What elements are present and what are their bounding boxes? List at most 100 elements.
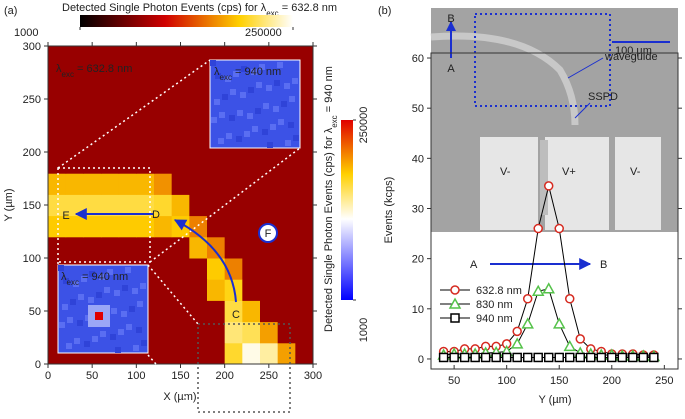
heat-cell xyxy=(207,300,226,323)
heat-cell xyxy=(242,258,261,280)
heat-cell xyxy=(260,152,279,174)
image-label: A xyxy=(470,259,478,271)
heat-cell xyxy=(224,236,243,259)
marker xyxy=(586,352,596,363)
heat-cell xyxy=(154,194,173,217)
inset-spot xyxy=(95,312,103,320)
heat-cell xyxy=(118,215,137,238)
inset-pixel xyxy=(270,124,276,130)
inset-pixel xyxy=(99,274,105,280)
heat-cell xyxy=(207,152,226,174)
inset-pixel xyxy=(273,106,279,112)
y-axis-label: Y (µm) xyxy=(3,188,15,221)
heat-cell xyxy=(154,130,173,153)
heat-cell xyxy=(207,236,226,259)
heat-cell xyxy=(207,173,226,195)
heat-cell xyxy=(48,109,67,132)
heat-cell xyxy=(171,279,190,301)
heat-cell xyxy=(171,173,190,195)
heat-cell xyxy=(83,194,102,217)
inset-pixel xyxy=(133,345,139,351)
x-tick-label: 50 xyxy=(448,375,460,387)
heat-cell xyxy=(154,342,173,365)
image-label: B xyxy=(447,13,454,25)
heat-cell xyxy=(277,279,296,301)
marker xyxy=(512,326,522,337)
marker xyxy=(617,352,628,363)
heat-cell xyxy=(48,236,67,259)
heat-cell xyxy=(101,173,120,195)
heat-cell xyxy=(189,300,208,323)
inset-pixel xyxy=(137,301,143,307)
inset-pixel xyxy=(219,112,225,118)
heat-cell xyxy=(65,215,84,238)
gap xyxy=(540,140,548,215)
heat-cell xyxy=(242,321,261,344)
inset-pixel xyxy=(288,122,294,128)
heat-cell xyxy=(189,109,208,132)
legend-label: 632.8 nm xyxy=(476,285,522,297)
heat-cell xyxy=(101,130,120,153)
inset-pixel xyxy=(225,76,231,82)
colorbar-label-part: = 632.8 nm xyxy=(279,2,337,14)
zoom-box xyxy=(197,323,291,413)
inset-pixel xyxy=(281,101,287,107)
inset-pixel xyxy=(218,138,224,144)
marker xyxy=(649,352,659,363)
inset-pixel xyxy=(92,336,98,342)
heat-cell xyxy=(260,342,279,365)
heat-cell xyxy=(154,88,173,111)
heat-cell xyxy=(118,194,137,217)
heat-cell xyxy=(295,300,314,323)
colorbar xyxy=(80,15,293,27)
y-axis-label: Events (kcps) xyxy=(383,177,395,244)
inset-pixel xyxy=(262,129,268,135)
pad xyxy=(545,137,609,230)
inset-pixel xyxy=(267,142,273,148)
heat-cell xyxy=(295,173,314,195)
heat-cell xyxy=(118,173,137,195)
heat-cell xyxy=(83,236,102,259)
heat-cell xyxy=(242,279,261,301)
y-tick-label: 40 xyxy=(412,153,424,165)
image-label: V- xyxy=(500,166,511,178)
heat-cell xyxy=(242,342,261,365)
marker xyxy=(480,352,491,363)
x-axis-label: X (µm) xyxy=(163,391,196,403)
heat-cell xyxy=(65,236,84,259)
marker xyxy=(522,352,533,363)
inset-pixel xyxy=(114,290,120,296)
inset-pixel xyxy=(126,324,132,330)
heat-cell xyxy=(48,130,67,153)
inset-pixel xyxy=(259,64,265,70)
inset-pixel xyxy=(100,331,106,337)
heat-cell xyxy=(295,194,314,217)
marker xyxy=(450,313,460,323)
heat-cell xyxy=(277,173,296,195)
inset-pixel xyxy=(229,115,235,121)
legend-label: 940 nm xyxy=(476,313,513,325)
point-label: C xyxy=(232,309,240,321)
heat-cell xyxy=(83,46,102,68)
marker xyxy=(554,352,564,363)
inset-pixel xyxy=(230,89,236,95)
heat-cell xyxy=(83,67,102,89)
heat-cell xyxy=(118,152,137,174)
heat-cell xyxy=(207,194,226,217)
heat-cell xyxy=(295,258,314,280)
heat-cell xyxy=(260,258,279,280)
inset-pixel xyxy=(63,278,69,284)
y-tick-label: 60 xyxy=(412,53,424,65)
heat-cell xyxy=(48,194,67,217)
heat-cell xyxy=(65,46,84,68)
heat-cell xyxy=(154,300,173,323)
image-label: SSPD xyxy=(588,91,618,103)
inset-label-part: exc xyxy=(220,73,232,82)
heat-cell xyxy=(171,130,190,153)
heat-cell xyxy=(154,236,173,259)
inset-pixel xyxy=(233,71,239,77)
heat-cell xyxy=(154,173,173,195)
heat-cell xyxy=(154,215,173,238)
inset-pixel xyxy=(237,110,243,116)
